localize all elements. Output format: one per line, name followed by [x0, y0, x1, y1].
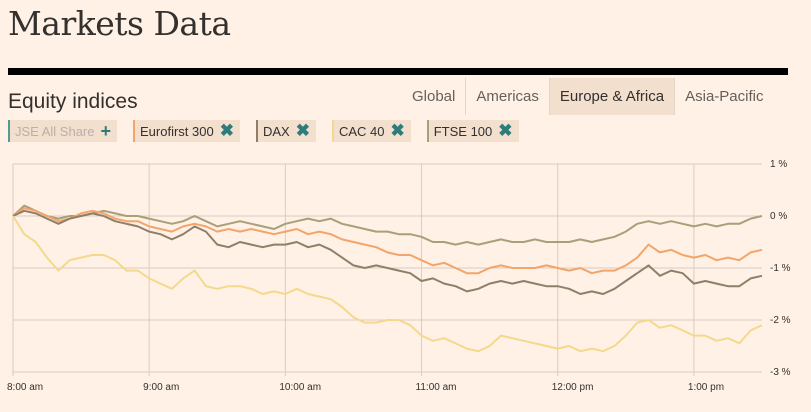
chip-label: FTSE 100: [433, 123, 493, 139]
chip-label: JSE All Share: [15, 123, 95, 139]
tab-europe-africa[interactable]: Europe & Africa: [548, 78, 675, 115]
series-line-ftse-100: [12, 204, 763, 246]
tab-global[interactable]: Global: [412, 88, 456, 105]
index-chip-eurofirst-300[interactable]: Eurofirst 300 ✖: [133, 120, 240, 142]
remove-icon[interactable]: ✖: [390, 121, 405, 140]
tab-americas[interactable]: Americas: [465, 78, 549, 115]
remove-icon[interactable]: ✖: [295, 121, 310, 140]
x-tick-label: 9:00 am: [143, 382, 179, 393]
y-tick-label: 1 %: [770, 159, 787, 170]
index-chips: JSE All Share + Eurofirst 300 ✖ DAX ✖ CA…: [8, 120, 535, 142]
series-line-eurofirst-300: [12, 207, 763, 275]
chip-label: CAC 40: [338, 123, 385, 139]
equity-index-chart: 1 % 0 % -1 % -2 % -3 % 8:00 am 9:00 am 10:00 am…: [7, 159, 791, 393]
y-tick-label: -3 %: [770, 367, 791, 378]
chip-label: DAX: [262, 123, 290, 139]
tab-asia-pacific[interactable]: Asia-Pacific: [674, 78, 773, 115]
index-chip-dax[interactable]: DAX ✖: [255, 120, 316, 142]
page-title: Markets Data: [8, 4, 231, 43]
x-tick-label: 11:00 am: [416, 382, 457, 393]
remove-icon[interactable]: ✖: [219, 121, 234, 140]
y-tick-label: 0 %: [770, 211, 787, 222]
index-chip-cac-40[interactable]: CAC 40 ✖: [331, 120, 411, 142]
index-chip-jse-all-share[interactable]: JSE All Share +: [8, 120, 118, 142]
x-tick-label: 10:00 am: [279, 382, 321, 393]
y-tick-label: -2 %: [770, 315, 791, 326]
region-tabs: Global Americas Europe & Africa Asia-Pac…: [402, 78, 773, 115]
section-title: Equity indices: [8, 90, 138, 113]
remove-icon[interactable]: ✖: [498, 121, 513, 140]
x-tick-label: 1:00 pm: [688, 382, 724, 393]
add-icon[interactable]: +: [100, 121, 112, 141]
series-line-dax: [12, 209, 763, 295]
index-chip-ftse-100[interactable]: FTSE 100 ✖: [426, 120, 519, 142]
y-tick-label: -1 %: [770, 263, 791, 274]
chip-label: Eurofirst 300: [140, 123, 214, 139]
x-tick-label: 8:00 am: [7, 382, 43, 393]
series-line-cac-40: [12, 215, 763, 353]
title-rule: [8, 68, 788, 75]
x-tick-label: 12:00 pm: [552, 382, 594, 393]
